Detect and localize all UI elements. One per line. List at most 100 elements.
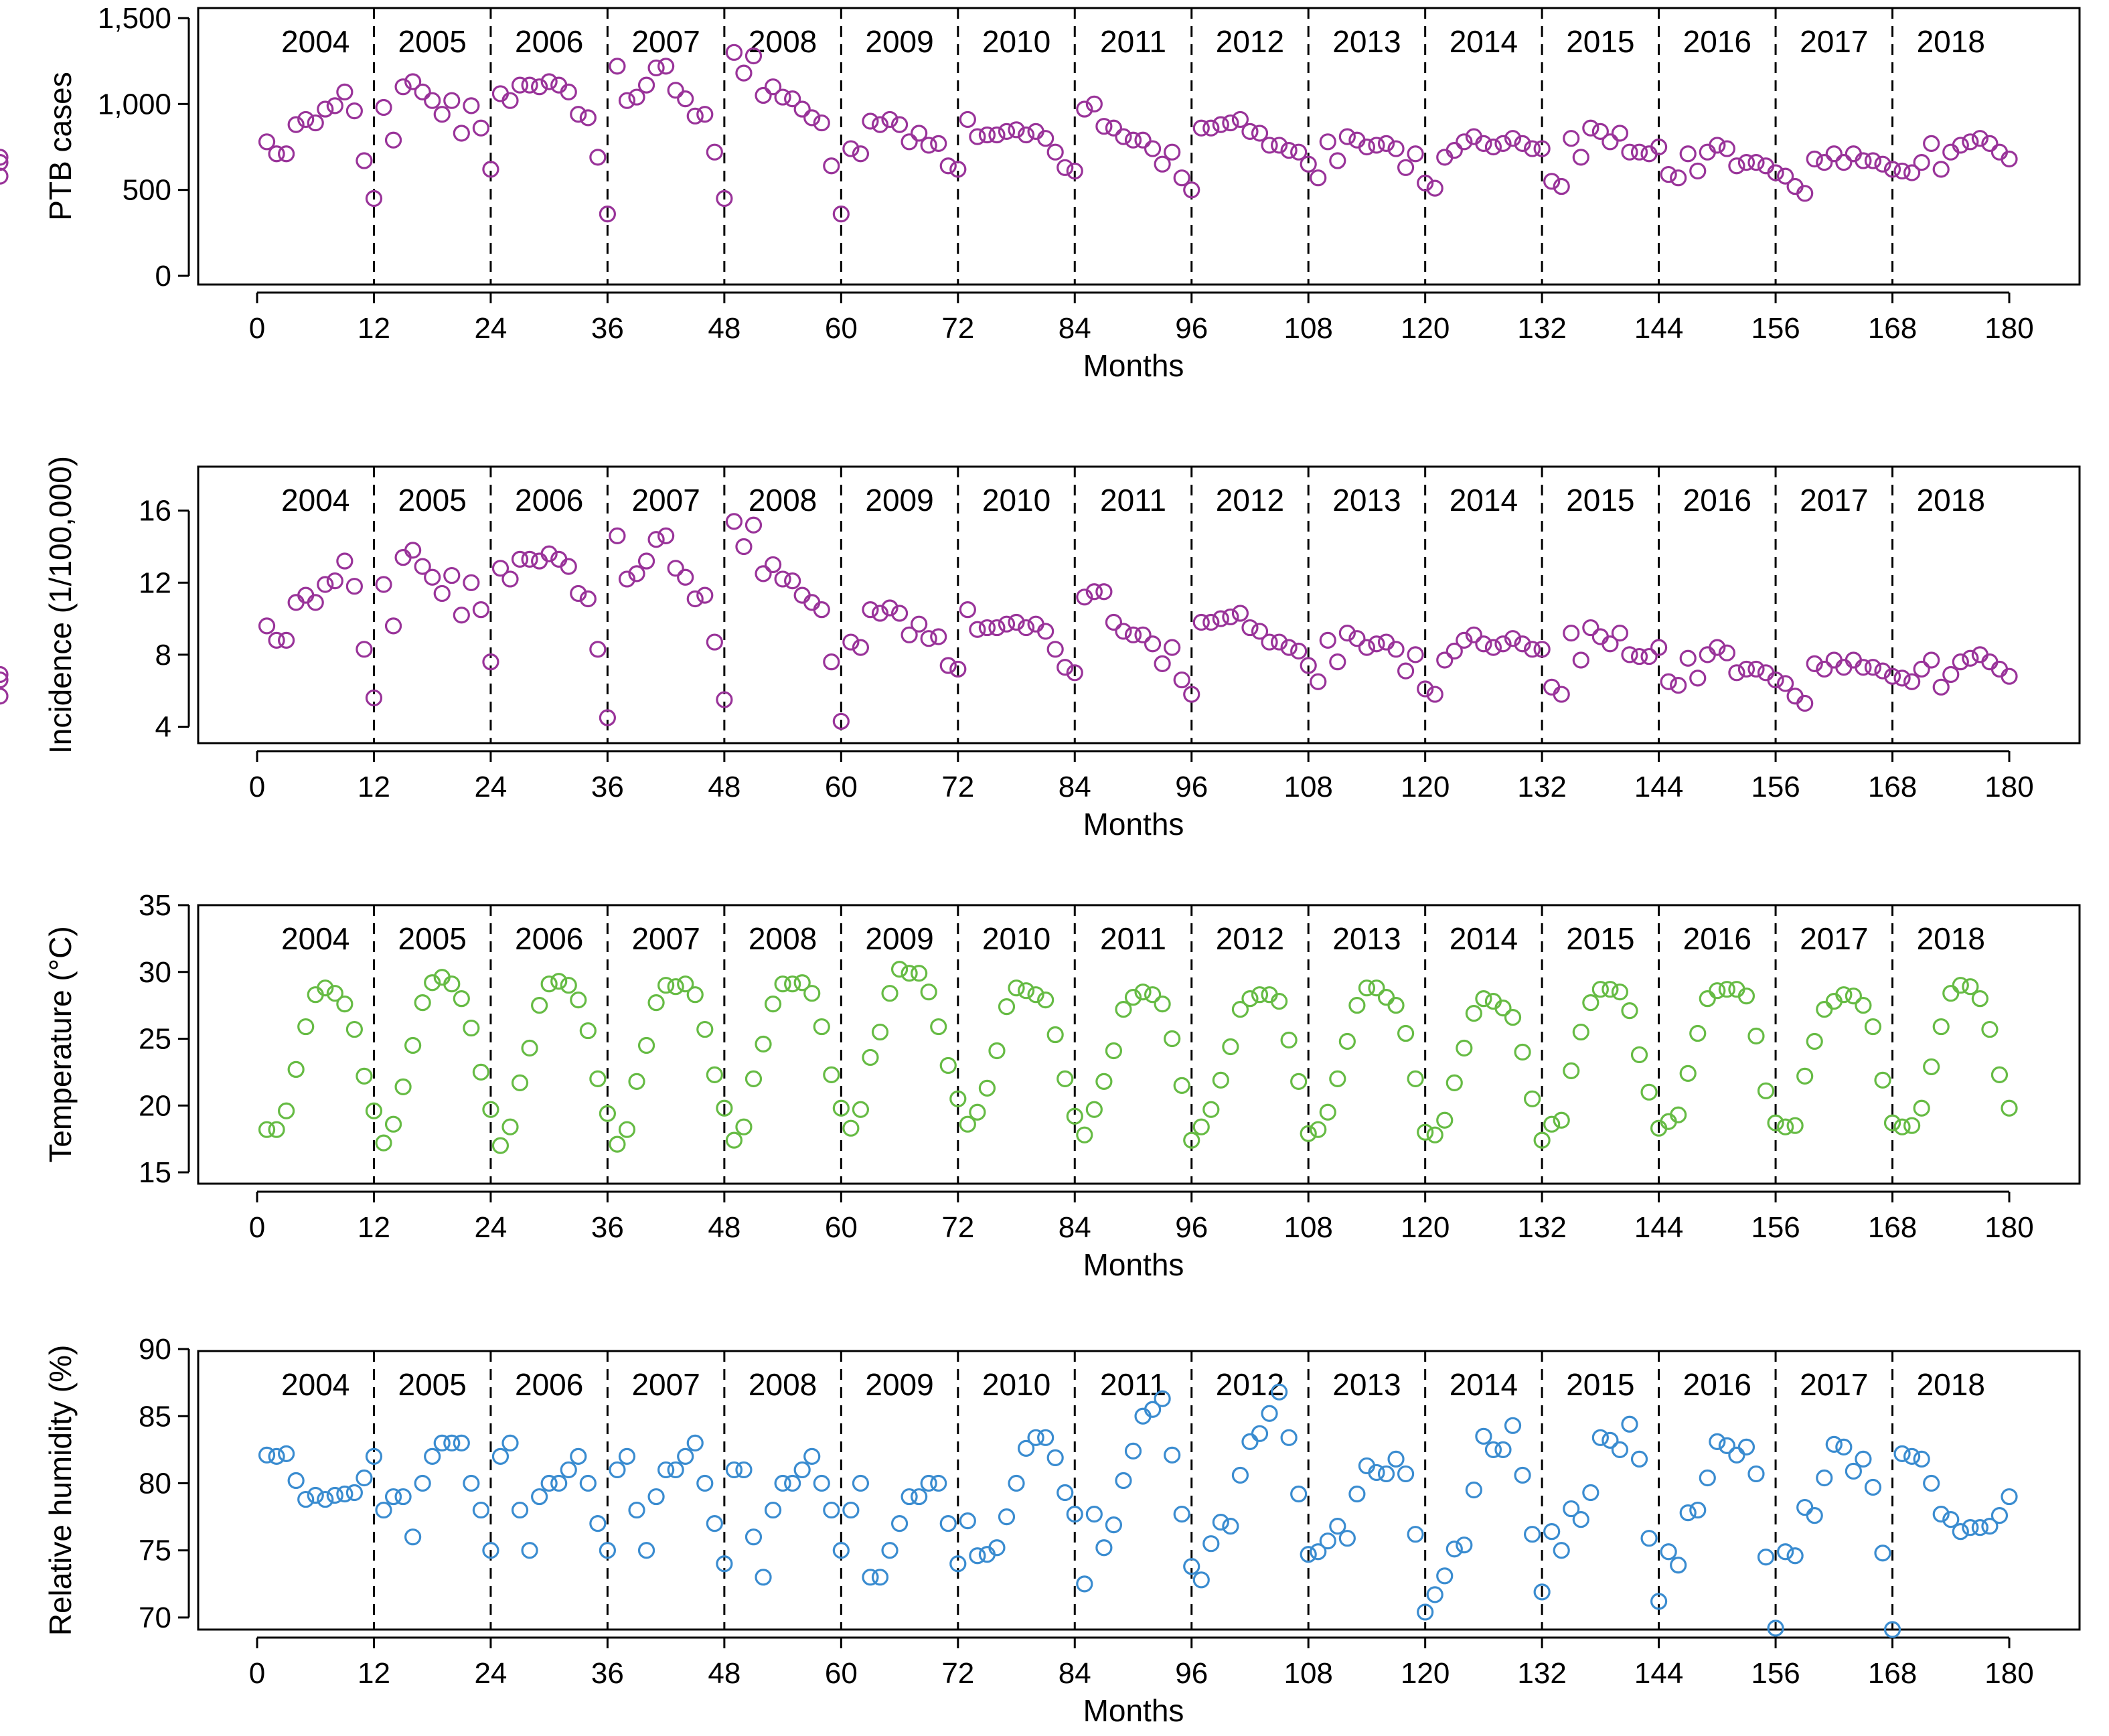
data-point	[1952, 653, 1969, 671]
data-point	[599, 709, 617, 726]
data-point	[1475, 635, 1492, 653]
data-point	[1057, 159, 1074, 176]
data-point	[1377, 633, 1395, 651]
x-tick-label: 180	[1984, 1211, 2033, 1244]
data-point	[852, 1474, 870, 1492]
data-point	[1358, 979, 1376, 997]
year-label: 2008	[749, 483, 817, 518]
data-point	[1280, 142, 1298, 159]
x-tick-label: 24	[474, 1211, 507, 1244]
data-point	[1484, 1441, 1502, 1458]
data-point	[1971, 646, 1988, 663]
x-tick-label: 120	[1401, 1211, 1450, 1244]
data-point	[1261, 633, 1278, 651]
data-point	[823, 157, 840, 175]
data-point	[1338, 625, 1356, 642]
data-point	[1533, 641, 1551, 658]
year-label: 2004	[281, 1367, 349, 1402]
data-point	[1192, 1118, 1210, 1135]
data-point	[570, 992, 587, 1009]
data-point	[1757, 1549, 1775, 1566]
data-point	[725, 513, 743, 530]
data-point	[1300, 155, 1317, 173]
data-point	[657, 527, 675, 544]
data-point	[1066, 1506, 1083, 1523]
year-label: 2009	[865, 921, 933, 956]
data-point	[356, 1067, 373, 1085]
data-point	[862, 1048, 879, 1067]
data-point	[1563, 625, 1580, 642]
data-point	[268, 631, 285, 649]
year-label: 2012	[1216, 921, 1284, 956]
data-point	[930, 628, 947, 645]
data-point	[832, 712, 850, 730]
x-axis-title: Months	[1083, 1693, 1184, 1728]
data-point	[1572, 1511, 1589, 1528]
data-point	[637, 76, 655, 94]
data-point	[911, 125, 928, 142]
data-point	[803, 594, 821, 611]
y-tick-label: 15	[139, 1156, 171, 1189]
data-point	[1241, 619, 1259, 637]
data-point	[1650, 138, 1668, 156]
data-point	[1027, 615, 1044, 633]
data-point	[1670, 1106, 1687, 1123]
x-tick-label: 0	[249, 312, 265, 345]
incidence-panel: 2004 2005 2006 2007 2008 2009 2010 2011 2012 2013…	[0, 456, 2081, 842]
data-point	[0, 149, 9, 166]
data-point	[1602, 981, 1619, 998]
data-point	[472, 119, 489, 137]
year-label: 2018	[1917, 921, 1985, 956]
data-point	[1154, 996, 1171, 1013]
x-tick-label: 108	[1283, 1211, 1332, 1244]
data-point	[1202, 1101, 1220, 1118]
data-point	[1806, 1032, 1823, 1050]
y-axis-title: Incidence (1/100,000)	[43, 456, 78, 754]
data-point	[1747, 154, 1765, 171]
data-point	[842, 1119, 860, 1137]
data-point	[550, 1474, 568, 1492]
data-point	[424, 568, 441, 586]
data-point	[365, 1102, 383, 1119]
data-point	[1962, 649, 1979, 667]
data-point	[560, 1461, 577, 1479]
data-point	[0, 154, 9, 171]
data-point	[375, 576, 392, 593]
data-point	[716, 1099, 733, 1117]
data-point	[1338, 1032, 1356, 1050]
data-point	[414, 83, 431, 100]
data-point	[890, 116, 909, 133]
x-tick-label: 72	[941, 1211, 974, 1244]
relative-humidity-panel: 2004 2005 2006 2007 2008 2009 2010 2011 2012 2013…	[43, 1333, 2081, 1728]
data-point	[1942, 1511, 1960, 1528]
data-point	[1553, 686, 1570, 703]
data-point	[1777, 1543, 1794, 1561]
data-point	[764, 996, 782, 1013]
data-point	[677, 568, 694, 586]
data-point	[1981, 1518, 1999, 1535]
y-tick-label: 25	[139, 1023, 171, 1056]
data-point	[570, 584, 587, 603]
data-point	[1290, 642, 1308, 660]
data-point	[1718, 981, 1735, 998]
data-point	[716, 691, 733, 708]
data-point	[793, 100, 811, 118]
data-point	[1767, 164, 1784, 181]
data-point	[881, 599, 899, 617]
data-point	[1338, 128, 1356, 145]
data-point	[628, 1501, 645, 1519]
year-label: 2007	[631, 1367, 700, 1402]
data-point	[1046, 641, 1064, 658]
data-point	[511, 1501, 529, 1519]
data-point	[1874, 1545, 1891, 1562]
data-point	[1329, 653, 1346, 671]
data-point	[1057, 1484, 1074, 1502]
data-point	[394, 1078, 412, 1095]
data-point	[959, 1512, 976, 1530]
year-label: 2016	[1683, 483, 1751, 518]
data-point	[414, 1474, 431, 1492]
data-point	[472, 1501, 489, 1519]
year-label: 2017	[1800, 483, 1868, 518]
data-point	[1231, 110, 1249, 129]
data-point	[657, 1461, 675, 1479]
